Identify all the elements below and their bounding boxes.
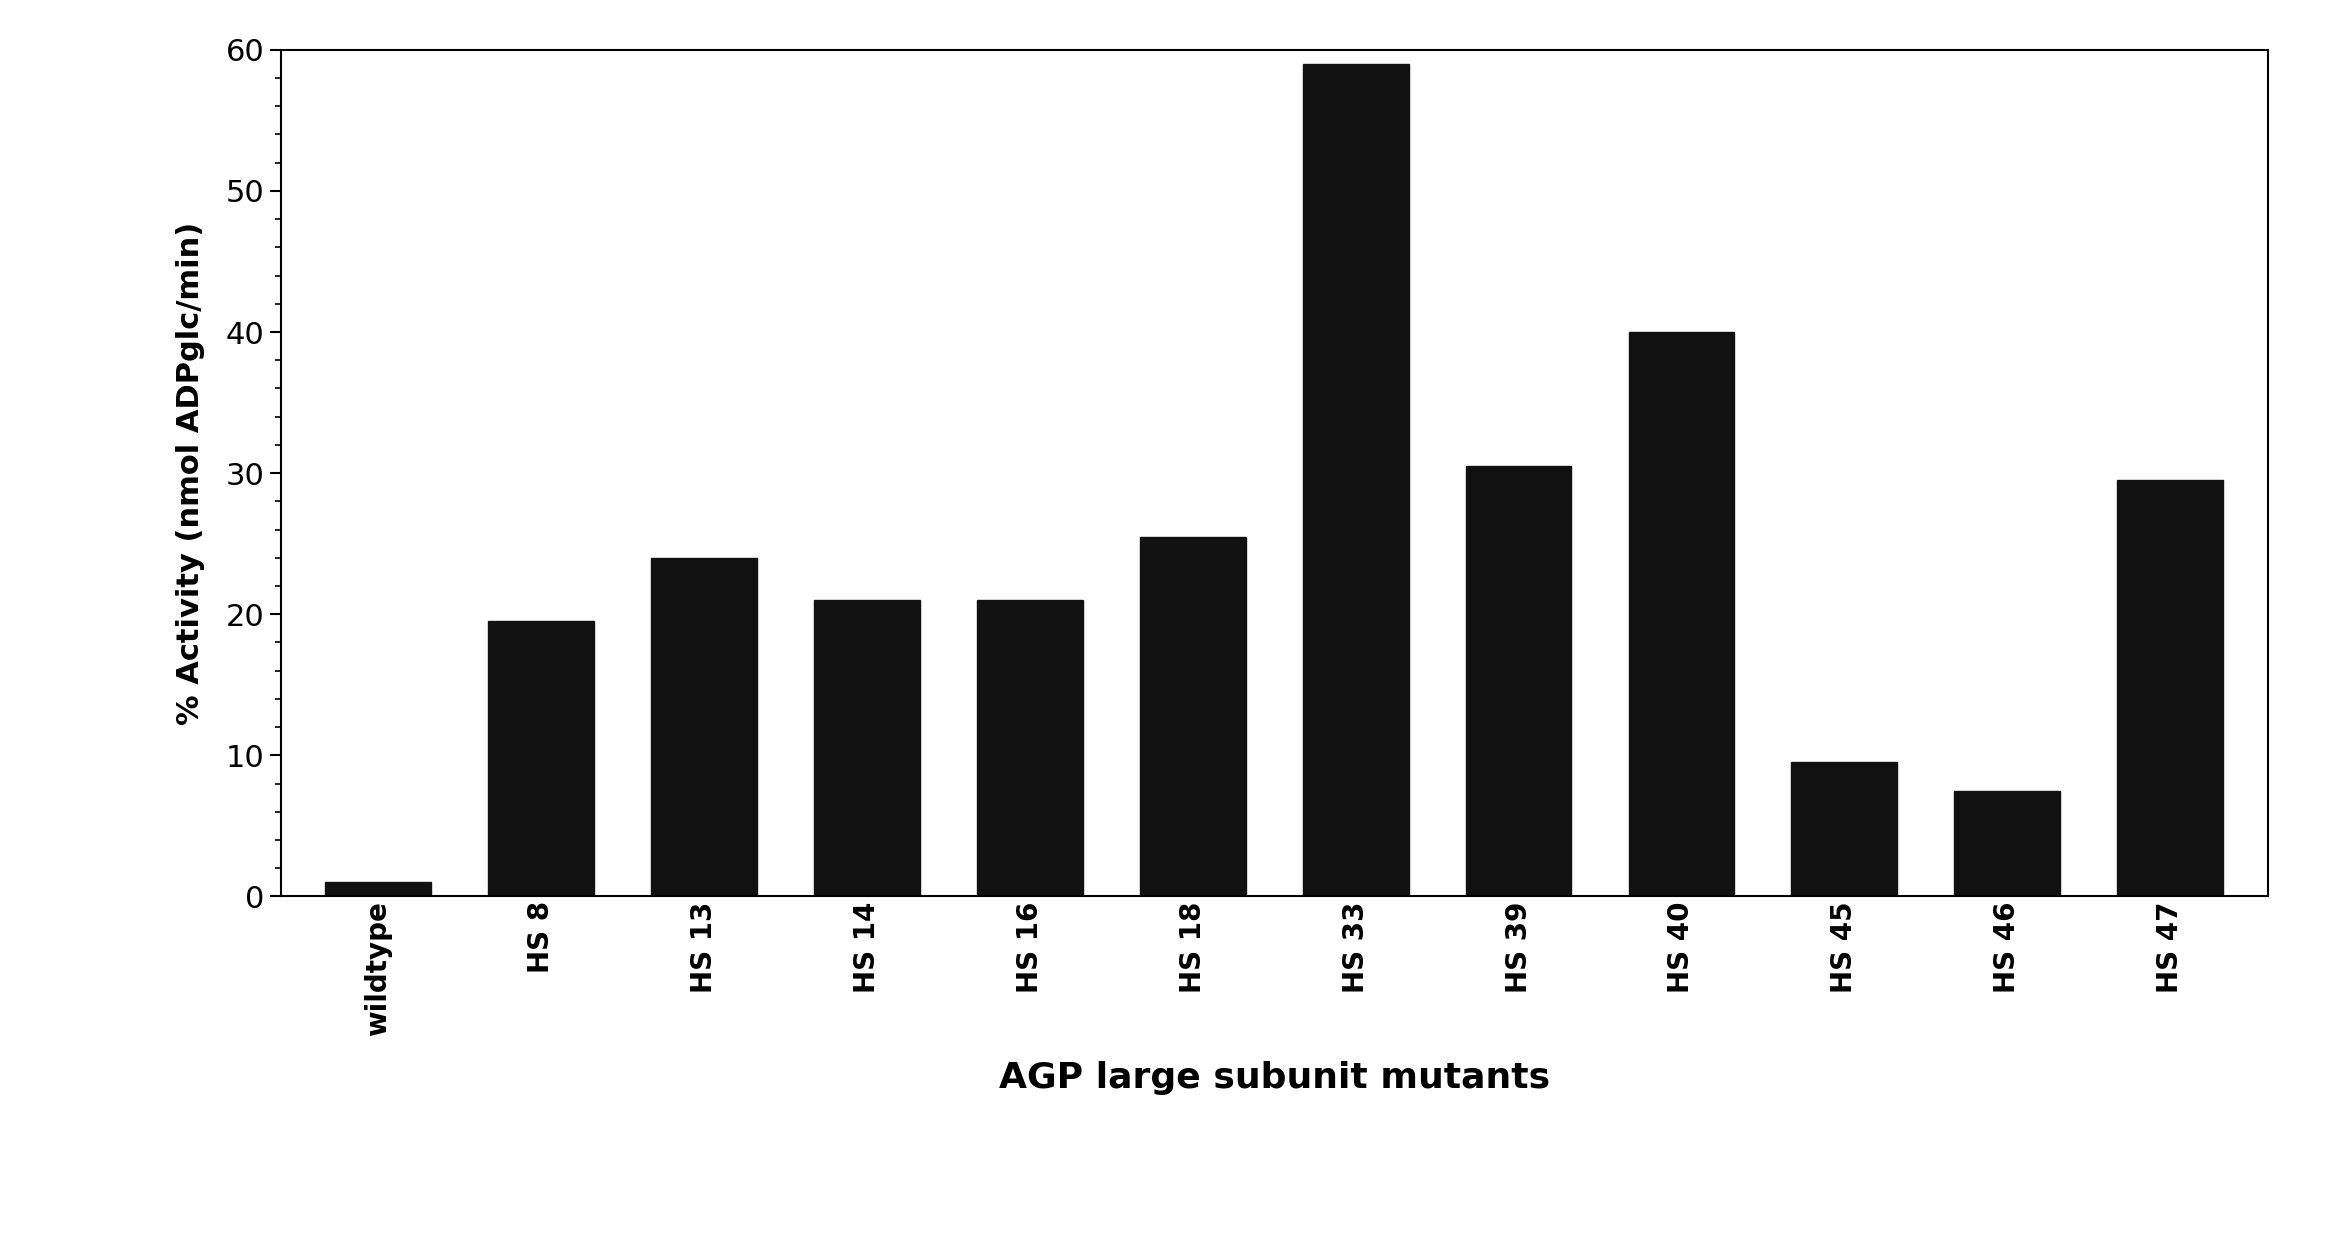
Bar	[652, 558, 758, 896]
Bar	[1955, 791, 2060, 896]
Y-axis label: % Activity (nmol ADPglc/min): % Activity (nmol ADPglc/min)	[175, 222, 206, 725]
Bar	[489, 621, 594, 896]
Bar	[325, 883, 430, 896]
Bar	[2118, 481, 2223, 896]
X-axis label: AGP large subunit mutants: AGP large subunit mutants	[998, 1061, 1550, 1096]
Bar	[1302, 63, 1407, 896]
Bar	[1630, 332, 1735, 896]
Bar	[1466, 466, 1571, 896]
Bar	[977, 600, 1082, 896]
Bar	[814, 600, 919, 896]
Bar	[1791, 762, 1896, 896]
Bar	[1141, 537, 1246, 896]
